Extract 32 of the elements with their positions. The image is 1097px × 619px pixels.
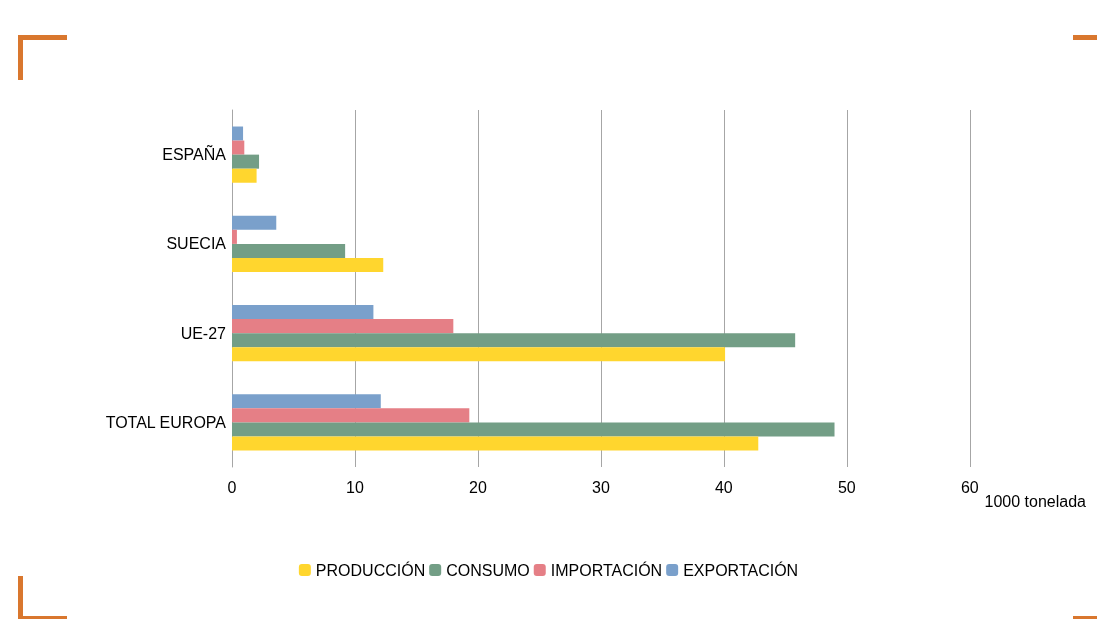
x-tick-label: 40 — [714, 478, 733, 496]
bar — [232, 347, 726, 362]
bar — [232, 319, 454, 334]
bar — [232, 394, 381, 409]
legend-label: PRODUCCIÓN — [315, 560, 426, 579]
bar — [232, 436, 759, 451]
bar — [232, 215, 277, 230]
bar — [232, 408, 470, 423]
y-tick-label: UE-27 — [180, 324, 227, 342]
bar — [232, 422, 835, 437]
bar — [232, 257, 384, 272]
x-axis-title: 1000 tonelada — [984, 492, 1087, 510]
legend-label: EXPORTACIÓN — [683, 560, 799, 579]
x-tick-label: 30 — [591, 478, 610, 496]
legend-label: IMPORTACIÓN — [550, 560, 663, 579]
bar — [232, 229, 237, 244]
y-tick-label: SUECIA — [166, 235, 227, 253]
bar — [232, 243, 346, 258]
bar — [232, 168, 257, 183]
bar — [232, 126, 244, 141]
x-tick-label: 0 — [227, 478, 237, 496]
bar — [232, 305, 374, 320]
x-tick-label: 20 — [469, 478, 487, 496]
y-tick-label: TOTAL EUROPA — [105, 413, 227, 431]
y-tick-label: ESPAÑA — [162, 144, 227, 164]
x-tick-label: 10 — [346, 478, 364, 496]
bar — [232, 154, 260, 169]
bar — [232, 140, 245, 155]
x-tick-label: 50 — [837, 478, 856, 496]
legend-label: CONSUMO — [446, 561, 530, 579]
bar — [232, 333, 796, 348]
x-tick-label: 60 — [960, 478, 979, 496]
